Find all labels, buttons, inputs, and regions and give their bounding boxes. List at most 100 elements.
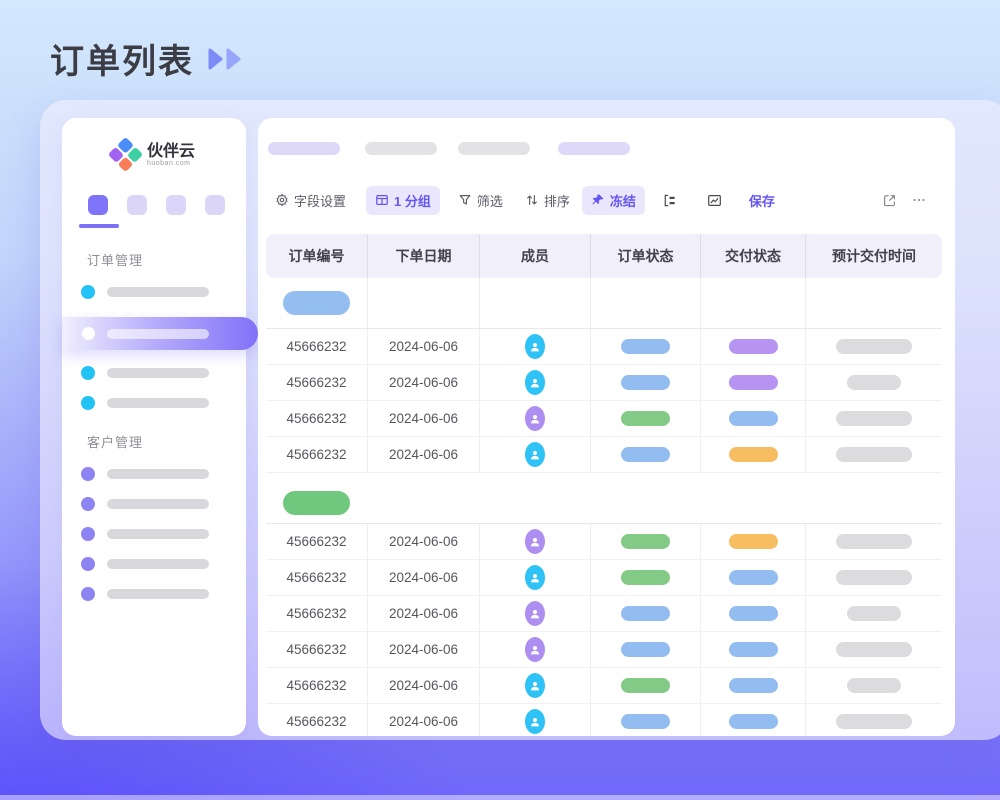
table-row[interactable]: 45666232 2024-06-06 [266,365,942,401]
date-cell: 2024-06-06 [367,668,479,703]
order-status-cell [590,668,700,703]
table-row[interactable]: 45666232 2024-06-06 [266,560,942,596]
share-icon [884,194,895,206]
table-row[interactable]: 45666232 2024-06-06 [266,668,942,704]
sidebar-item[interactable] [81,285,246,299]
group-row[interactable] [266,278,942,329]
share-button[interactable] [882,193,897,208]
tab-placeholder[interactable] [365,142,437,155]
order-status-cell [590,596,700,631]
sidebar-item[interactable] [81,396,246,410]
workspace-square[interactable] [127,195,147,215]
member-cell [479,365,590,400]
member-cell [479,524,590,559]
table-row[interactable]: 45666232 2024-06-06 [266,632,942,668]
delivery-status-cell [700,596,805,631]
avatar [525,529,545,554]
eta-pill [836,411,912,426]
order-status-cell [590,560,700,595]
tab-placeholder[interactable] [558,142,630,155]
member-cell [479,401,590,436]
logo: 伙伴云 huoban.com [62,118,246,173]
workspace-square[interactable] [88,195,108,215]
group-pill [283,291,350,315]
chart-button[interactable] [707,193,722,208]
group-row[interactable] [266,483,942,524]
table-row[interactable]: 45666232 2024-06-06 [266,704,942,736]
date-cell: 2024-06-06 [367,365,479,400]
order-status-cell [590,704,700,736]
order-no-cell: 45666232 [286,678,347,693]
sidebar-item-bar [107,469,209,479]
sort-icon [527,195,537,205]
sidebar-item[interactable] [81,467,246,481]
sidebar-section-label: 客户管理 [87,435,144,450]
workspace-square[interactable] [205,195,225,215]
order-status-pill [621,714,670,729]
eta-pill [836,534,912,549]
table-row[interactable]: 45666232 2024-06-06 [266,329,942,365]
sidebar-item-dot [81,527,95,541]
eta-pill [836,339,912,354]
sidebar-item[interactable] [81,587,246,601]
header-cell: 订单状态 [590,234,700,278]
sidebar-item-selected[interactable] [62,317,258,350]
title-arrows-icon [208,48,241,69]
sidebar-item[interactable] [81,527,246,541]
tab-placeholder[interactable] [268,142,340,155]
table-row[interactable]: 45666232 2024-06-06 [266,596,942,632]
delivery-status-pill [728,678,778,693]
delivery-status-pill [728,570,778,585]
workspace-square[interactable] [166,195,186,215]
save-button[interactable]: 保存 [748,193,775,209]
order-table: 订单编号 下单日期 成员 订单状态 交付状态 预计交付时间 45666232 2024-06… [266,234,942,736]
sidebar-item-bar [107,368,209,378]
avatar [525,637,545,662]
freeze-button[interactable]: 冻结 [581,185,645,215]
eta-pill [847,375,901,390]
eta-cell [805,668,942,703]
tab-placeholder[interactable] [458,142,530,155]
table-row[interactable]: 45666232 2024-06-06 [266,401,942,437]
table-row[interactable]: 45666232 2024-06-06 [266,524,942,560]
header-cell: 交付状态 [700,234,805,278]
order-status-cell [590,437,700,472]
person-icon [530,645,540,654]
group-button[interactable]: 1 分组 [366,185,440,215]
eta-cell [805,329,942,364]
row-height-button[interactable] [662,193,677,208]
eta-cell [805,632,942,667]
person-icon [530,537,540,546]
eta-cell [805,560,942,595]
more-button[interactable] [911,193,927,207]
page-title: 订单列表 [50,43,194,81]
eta-pill [836,447,912,462]
sidebar-item[interactable] [81,557,246,571]
order-no-cell: 45666232 [286,339,347,354]
member-cell [479,596,590,631]
member-cell [479,632,590,667]
delivery-status-pill [728,714,778,729]
sidebar-item-bar [107,529,209,539]
row-height-icon [664,194,675,206]
member-cell [479,329,590,364]
logo-name: 伙伴云 [146,142,195,160]
eta-cell [805,596,942,631]
sidebar-item-bar [107,559,209,569]
order-status-pill [621,534,670,549]
sidebar-item[interactable] [81,366,246,380]
order-status-pill [621,642,670,657]
bottom-strip [0,795,1000,800]
field-settings-button[interactable]: 字段设置 [275,191,346,210]
sidebar-item-dot [81,557,95,571]
filter-button[interactable]: 筛选 [458,191,503,210]
sidebar-item[interactable] [81,497,246,511]
delivery-status-pill [728,447,778,462]
table-row[interactable]: 45666232 2024-06-06 [266,437,942,473]
funnel-icon [459,195,471,205]
member-cell [479,437,590,472]
avatar [525,370,545,395]
sort-button[interactable]: 排序 [525,191,570,210]
person-icon [530,342,540,351]
eta-cell [805,524,942,559]
